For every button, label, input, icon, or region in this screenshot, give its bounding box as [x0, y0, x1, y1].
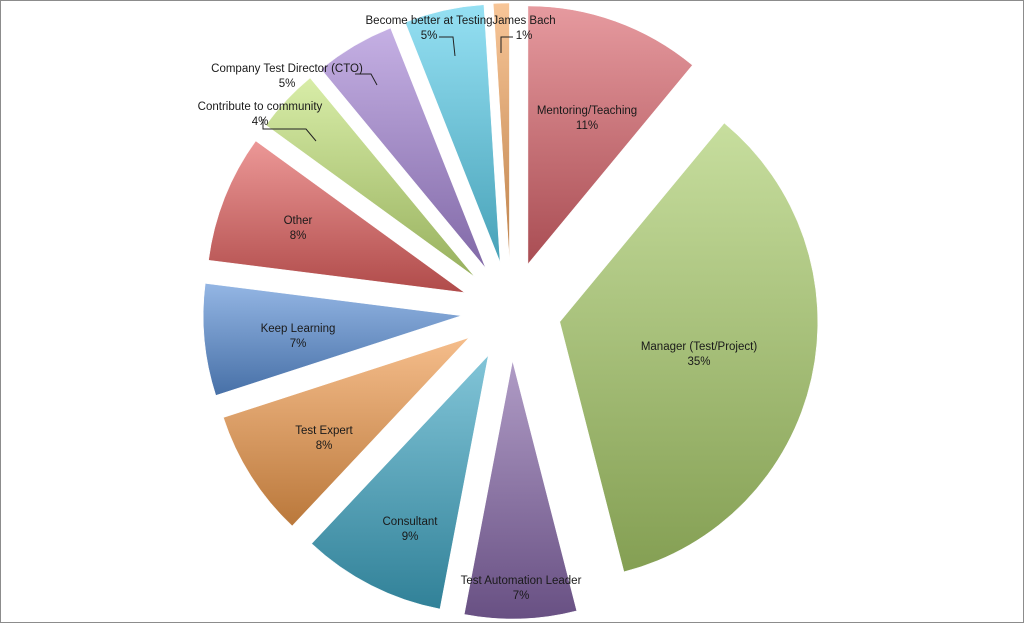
slice-percent: 7%	[290, 338, 307, 350]
slice-percent: 11%	[576, 120, 598, 132]
pie-slices	[203, 2, 819, 620]
slice-percent: 9%	[402, 531, 419, 543]
leader-line	[262, 119, 317, 142]
slice-label: Test Automation Leader 7%	[461, 575, 582, 602]
slice-category: Contribute to community	[198, 101, 323, 113]
slice-category: James Bach	[492, 15, 555, 27]
pie-slice-other	[208, 140, 465, 293]
pie-slice-contribute-to-community	[265, 77, 475, 277]
slice-label: Keep Learning 7%	[261, 323, 336, 350]
slice-label: Consultant 9%	[383, 516, 439, 543]
slice-category: Test Automation Leader	[461, 575, 582, 587]
pie-slice-test-automation-leader	[463, 360, 578, 620]
slice-label: Test Expert 8%	[295, 425, 353, 452]
pie-slice-company-test-director-cto	[320, 27, 486, 269]
slice-label: Become better at Testing 5%	[366, 15, 493, 42]
slice-category: Manager (Test/Project)	[641, 341, 757, 353]
slice-percent: 7%	[513, 590, 530, 602]
slice-category: Company Test Director (CTO)	[211, 63, 363, 75]
slice-category: Become better at Testing	[366, 15, 493, 27]
leader-lines	[262, 36, 513, 142]
slice-percent: 1%	[516, 30, 533, 42]
slice-percent: 5%	[279, 78, 296, 90]
leader-line	[500, 36, 513, 53]
slice-label: James Bach 1%	[492, 15, 555, 42]
slice-label: Contribute to community 4%	[198, 101, 323, 128]
slice-percent: 8%	[290, 230, 307, 242]
slice-category: Test Expert	[295, 425, 353, 437]
slice-category: Other	[284, 215, 313, 227]
pie-slice-mentoring-teaching	[527, 5, 693, 265]
slice-percent: 5%	[421, 30, 438, 42]
slice-label: Other 8%	[284, 215, 313, 242]
pie-slice-test-expert	[223, 337, 469, 527]
slice-percent: 35%	[687, 356, 710, 368]
slice-labels: Mentoring/Teaching 11% Manager (Test/Proje…	[198, 15, 758, 602]
slice-percent: 8%	[316, 440, 333, 452]
slice-label: Mentoring/Teaching 11%	[537, 105, 637, 132]
pie-slice-consultant	[311, 354, 489, 610]
slice-category: Consultant	[383, 516, 439, 528]
slice-percent: 4%	[252, 116, 269, 128]
slice-category: Mentoring/Teaching	[537, 105, 637, 117]
leader-line	[355, 73, 378, 86]
slice-category: Keep Learning	[261, 323, 336, 335]
leader-line	[439, 36, 456, 57]
slice-label: Company Test Director (CTO) 5%	[211, 63, 363, 90]
pie-slice-james-bach	[492, 2, 510, 262]
pie-slice-manager-test-project	[559, 122, 819, 573]
pie-slice-become-better-at-testing	[404, 4, 501, 263]
pie-slice-keep-learning	[203, 283, 462, 396]
slice-label: Manager (Test/Project) 35%	[641, 341, 757, 368]
